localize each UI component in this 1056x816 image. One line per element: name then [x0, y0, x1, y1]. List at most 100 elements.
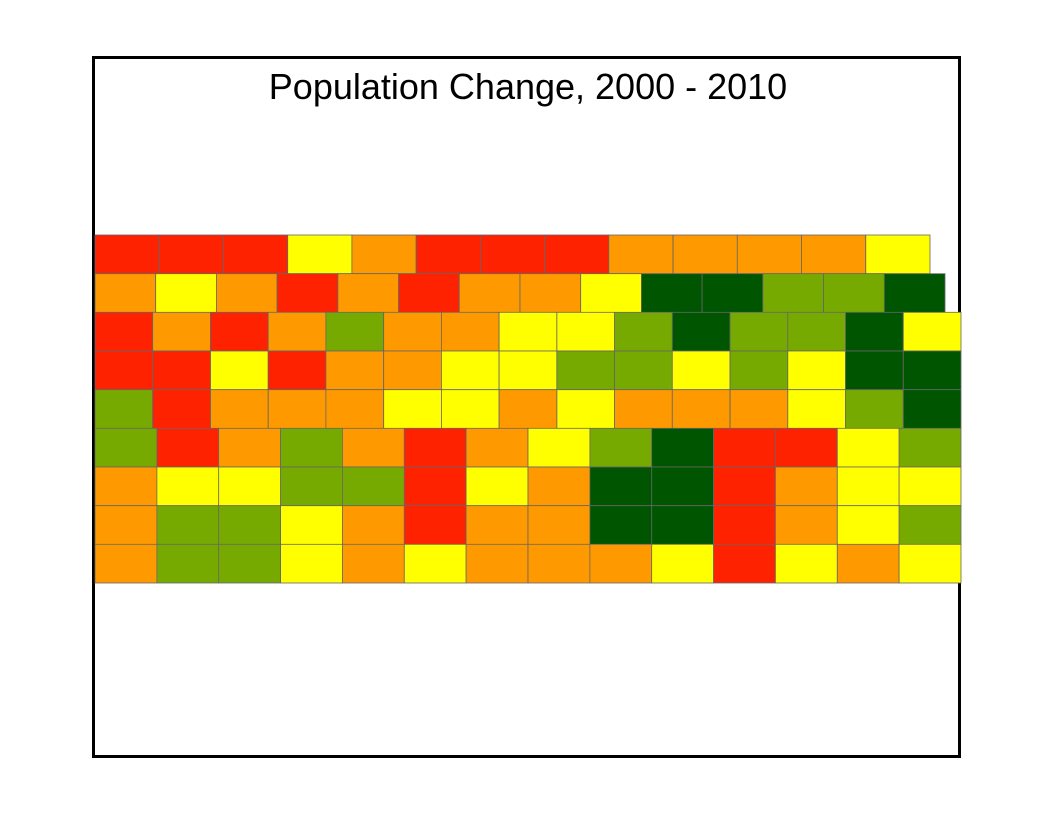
county-3-12 — [787, 350, 846, 391]
county-3-14 — [902, 350, 962, 391]
county-4-8 — [556, 389, 616, 429]
county-0-9 — [672, 234, 738, 275]
county-2-8 — [556, 311, 616, 352]
county-7-3 — [280, 505, 343, 545]
county-5-12 — [836, 427, 900, 468]
county-3-9 — [614, 350, 673, 391]
county-1-5 — [398, 273, 460, 313]
county-2-11 — [729, 311, 789, 352]
county-3-10 — [671, 350, 731, 391]
county-8-0 — [94, 543, 158, 584]
county-7-9 — [651, 505, 715, 545]
county-6-8 — [589, 466, 653, 507]
county-5-7 — [527, 427, 591, 468]
county-8-7 — [527, 543, 591, 584]
county-8-5 — [403, 543, 467, 584]
county-4-3 — [267, 389, 327, 429]
county-2-10 — [671, 311, 731, 352]
county-4-4 — [325, 389, 384, 429]
county-3-3 — [267, 350, 327, 391]
county-1-10 — [701, 273, 764, 313]
county-2-1 — [152, 311, 211, 352]
county-5-1 — [156, 427, 220, 468]
county-2-6 — [440, 311, 500, 352]
county-3-8 — [556, 350, 616, 391]
county-6-11 — [775, 466, 838, 507]
county-6-2 — [218, 466, 281, 507]
county-1-4 — [337, 273, 399, 313]
county-4-1 — [152, 389, 211, 429]
county-6-4 — [341, 466, 405, 507]
county-6-7 — [527, 466, 591, 507]
county-7-11 — [775, 505, 838, 545]
county-8-13 — [898, 543, 962, 584]
county-5-2 — [218, 427, 281, 468]
county-7-2 — [218, 505, 281, 545]
county-4-0 — [94, 389, 154, 429]
county-4-2 — [210, 389, 269, 429]
county-2-9 — [614, 311, 673, 352]
county-6-6 — [465, 466, 529, 507]
county-6-12 — [836, 466, 900, 507]
county-2-2 — [210, 311, 269, 352]
county-3-2 — [210, 350, 269, 391]
county-1-12 — [823, 273, 885, 313]
county-7-6 — [465, 505, 529, 545]
county-2-13 — [845, 311, 904, 352]
county-3-0 — [94, 350, 154, 391]
county-8-2 — [218, 543, 281, 584]
county-0-4 — [351, 234, 417, 275]
county-8-9 — [651, 543, 715, 584]
county-0-10 — [736, 234, 802, 275]
county-0-8 — [608, 234, 674, 275]
county-0-7 — [544, 234, 610, 275]
county-6-1 — [156, 466, 220, 507]
county-8-3 — [280, 543, 343, 584]
county-5-0 — [94, 427, 158, 468]
county-6-9 — [651, 466, 715, 507]
county-5-3 — [280, 427, 343, 468]
county-2-0 — [94, 311, 154, 352]
county-3-13 — [845, 350, 904, 391]
county-3-5 — [383, 350, 442, 391]
county-4-7 — [498, 389, 558, 429]
county-0-12 — [865, 234, 931, 275]
county-2-12 — [787, 311, 846, 352]
county-4-10 — [671, 389, 731, 429]
county-8-11 — [775, 543, 838, 584]
county-7-1 — [156, 505, 220, 545]
county-6-13 — [898, 466, 962, 507]
county-8-4 — [341, 543, 405, 584]
county-0-11 — [801, 234, 867, 275]
county-1-1 — [155, 273, 217, 313]
county-6-10 — [713, 466, 776, 507]
county-2-5 — [383, 311, 442, 352]
county-3-6 — [440, 350, 500, 391]
county-8-12 — [836, 543, 900, 584]
county-3-11 — [729, 350, 789, 391]
county-5-9 — [651, 427, 715, 468]
county-4-6 — [440, 389, 500, 429]
county-layer — [94, 234, 962, 584]
county-5-5 — [403, 427, 467, 468]
county-5-4 — [341, 427, 405, 468]
county-1-11 — [762, 273, 825, 313]
county-4-9 — [614, 389, 673, 429]
county-7-10 — [713, 505, 776, 545]
county-7-7 — [527, 505, 591, 545]
map-title: Population Change, 2000 - 2010 — [268, 66, 788, 107]
county-8-6 — [465, 543, 529, 584]
county-6-5 — [403, 466, 467, 507]
county-5-8 — [589, 427, 653, 468]
county-1-8 — [580, 273, 642, 313]
county-1-13 — [883, 273, 946, 313]
county-3-7 — [498, 350, 558, 391]
county-1-9 — [641, 273, 703, 313]
county-4-11 — [729, 389, 789, 429]
county-2-7 — [498, 311, 558, 352]
county-0-6 — [479, 234, 545, 275]
county-8-10 — [713, 543, 776, 584]
county-1-7 — [519, 273, 582, 313]
county-5-11 — [775, 427, 838, 468]
